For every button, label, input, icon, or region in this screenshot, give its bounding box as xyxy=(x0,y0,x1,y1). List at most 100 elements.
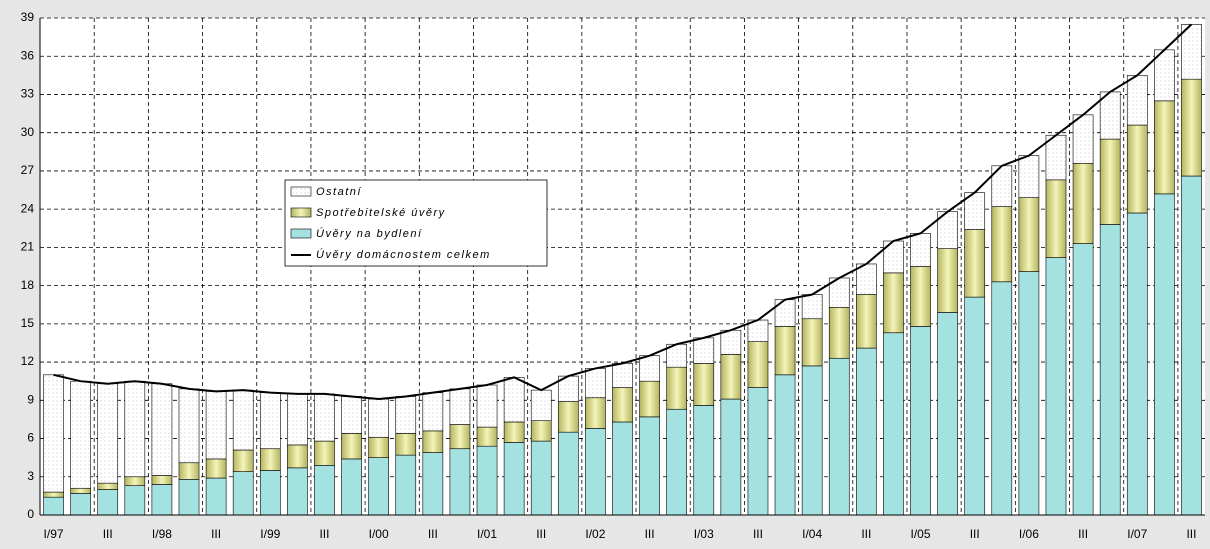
bar-segment xyxy=(910,266,931,327)
legend: Ostatní Spotřebitelské úvěry Úvěry na bydl… xyxy=(284,179,548,267)
bar-segment xyxy=(124,476,146,486)
y-tick-label: 21 xyxy=(21,240,35,254)
x-tick-label: I/99 xyxy=(260,527,280,541)
y-tick-label: 24 xyxy=(21,201,35,215)
bar-segment xyxy=(693,405,715,516)
legend-label: Úvěry domácnostem celkem xyxy=(316,248,491,261)
bar-segment xyxy=(612,387,633,423)
y-tick-label: 9 xyxy=(27,392,34,406)
bar-segment xyxy=(856,347,877,516)
bar-segment xyxy=(585,397,606,429)
bar-segment xyxy=(747,341,769,388)
bar-segment xyxy=(639,416,660,516)
legend-swatch xyxy=(290,186,312,197)
legend-swatch xyxy=(290,228,312,239)
y-tick-label: 0 xyxy=(27,507,34,521)
bar-segment xyxy=(395,454,417,516)
y-tick-label: 36 xyxy=(21,48,35,62)
legend-box xyxy=(284,179,548,267)
bar-segment xyxy=(639,355,660,382)
bar-segment xyxy=(43,374,64,493)
bar-segment xyxy=(476,384,498,428)
bar-segment xyxy=(1181,78,1202,177)
x-tick-label: III xyxy=(536,527,546,541)
bar-segment xyxy=(449,448,471,516)
bar-segment xyxy=(937,312,958,516)
x-tick-label: III xyxy=(1078,527,1088,541)
bar-segment xyxy=(991,281,1013,516)
bar-segment xyxy=(395,396,417,434)
bar-segment xyxy=(991,206,1013,283)
bar-segment xyxy=(259,448,281,471)
bar-segment xyxy=(720,398,742,516)
x-tick-label: III xyxy=(1186,527,1196,541)
bar-segment xyxy=(97,482,119,490)
x-tick-label: III xyxy=(428,527,438,541)
bar-segment xyxy=(774,326,796,376)
x-tick-label: I/98 xyxy=(152,527,172,541)
bar-segment xyxy=(1045,257,1067,516)
y-tick-label: 15 xyxy=(21,316,35,330)
bar-segment xyxy=(503,377,525,423)
bar-segment xyxy=(368,398,389,438)
bar-segment xyxy=(97,383,119,484)
bar-segment xyxy=(368,436,389,458)
bar-segment xyxy=(585,428,606,516)
bar-segment xyxy=(314,464,335,516)
bar-segment xyxy=(747,387,769,516)
bar-segment xyxy=(232,471,254,516)
bar-segment xyxy=(1154,193,1175,516)
bar-segment xyxy=(314,393,335,442)
bar-segment xyxy=(1181,24,1202,80)
bar-segment xyxy=(1154,100,1175,195)
bar-segment xyxy=(368,457,389,516)
bar-segment xyxy=(1099,138,1121,225)
x-tick-label: I/00 xyxy=(369,527,389,541)
bar-segment xyxy=(1072,243,1094,516)
bar-segment xyxy=(910,326,931,516)
bar-segment xyxy=(124,380,146,478)
bar-segment xyxy=(612,421,633,516)
bar-segment xyxy=(259,470,281,516)
y-tick-label: 12 xyxy=(21,354,35,368)
x-tick-label: III xyxy=(211,527,221,541)
bar-segment xyxy=(1126,124,1148,214)
bar-segment xyxy=(720,329,742,355)
bar-segment xyxy=(1072,162,1094,244)
bar-segment xyxy=(774,299,796,327)
bar-segment xyxy=(883,332,904,516)
bar-segment xyxy=(178,388,200,464)
y-tick-label: 30 xyxy=(21,125,35,139)
bar-segment xyxy=(205,458,227,479)
y-tick-label: 6 xyxy=(27,431,34,445)
bar-segment xyxy=(43,496,64,516)
bar-segment xyxy=(205,477,227,516)
bar-segment xyxy=(503,421,525,443)
bar-segment xyxy=(693,363,715,406)
bar-segment xyxy=(937,248,958,313)
y-tick-label: 33 xyxy=(21,87,35,101)
bar-segment xyxy=(1045,134,1067,181)
bar-segment xyxy=(124,485,146,516)
bar-segment xyxy=(97,489,119,516)
x-tick-label: I/06 xyxy=(1019,527,1039,541)
bar-segment xyxy=(1099,224,1121,516)
bar-segment xyxy=(828,306,850,359)
x-tick-label: I/07 xyxy=(1127,527,1147,541)
bar-segment xyxy=(232,389,254,451)
bar-segment xyxy=(178,462,200,480)
bar-segment xyxy=(43,491,64,498)
x-tick-label: III xyxy=(753,527,763,541)
bar-segment xyxy=(314,440,335,466)
bar-segment xyxy=(449,424,471,450)
y-tick-label: 3 xyxy=(27,469,34,483)
x-tick-label: I/01 xyxy=(477,527,497,541)
bar-segment xyxy=(287,467,308,516)
x-tick-label: III xyxy=(319,527,329,541)
bar-segment xyxy=(178,479,200,516)
legend-label: Ostatní xyxy=(316,186,362,198)
x-tick-label: I/04 xyxy=(802,527,822,541)
bar-segment xyxy=(476,445,498,516)
bar-segment xyxy=(341,458,362,516)
